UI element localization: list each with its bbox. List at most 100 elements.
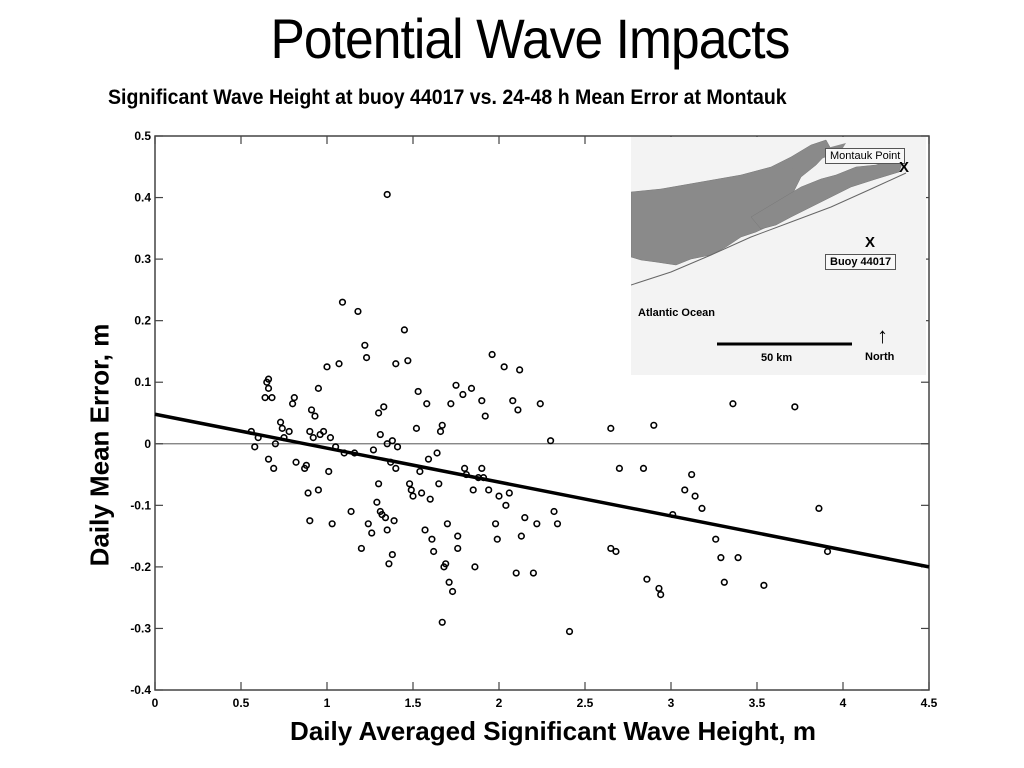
data-point bbox=[729, 400, 737, 408]
data-point bbox=[512, 569, 520, 577]
montauk-marker-icon: X bbox=[899, 159, 910, 176]
data-point bbox=[270, 464, 278, 473]
data-point bbox=[565, 627, 574, 636]
x-axis-label: Daily Averaged Significant Wave Height, … bbox=[290, 716, 816, 746]
data-point bbox=[418, 489, 426, 497]
x-tick-label: 2 bbox=[496, 696, 503, 710]
data-point bbox=[461, 464, 469, 473]
data-point bbox=[335, 360, 343, 368]
x-tick-label: 0.5 bbox=[233, 696, 250, 710]
data-point bbox=[375, 409, 383, 417]
data-point bbox=[261, 394, 269, 402]
x-tick-label: 2.5 bbox=[577, 696, 594, 710]
x-tick-label: 3.5 bbox=[749, 696, 766, 710]
data-point bbox=[319, 427, 328, 436]
data-point bbox=[369, 446, 378, 454]
data-point bbox=[481, 412, 489, 420]
y-tick-label: 0.1 bbox=[134, 375, 151, 389]
inset-map: Montauk Point X X Buoy 44017 Atlantic Oc… bbox=[631, 137, 926, 375]
data-point bbox=[438, 618, 446, 626]
data-point bbox=[392, 464, 400, 473]
data-point bbox=[264, 455, 273, 463]
data-point bbox=[712, 535, 720, 543]
data-point bbox=[445, 578, 453, 586]
data-point bbox=[493, 535, 501, 543]
data-point bbox=[657, 590, 665, 599]
data-point bbox=[383, 526, 391, 534]
data-point bbox=[361, 341, 369, 349]
data-point bbox=[823, 547, 832, 556]
coastline bbox=[631, 172, 907, 286]
y-tick-label: 0.3 bbox=[134, 252, 151, 266]
data-point bbox=[338, 298, 347, 306]
x-tick-label: 4.5 bbox=[921, 696, 938, 710]
chart-subtitle: Significant Wave Height at buoy 44017 vs… bbox=[108, 86, 787, 109]
data-point bbox=[354, 307, 362, 316]
data-point bbox=[383, 440, 391, 448]
y-tick-label: -0.2 bbox=[130, 560, 151, 574]
scale-label: 50 km bbox=[761, 352, 793, 364]
data-point bbox=[364, 520, 372, 528]
data-point bbox=[416, 467, 424, 476]
data-point bbox=[309, 434, 317, 442]
data-point bbox=[529, 569, 538, 577]
data-point bbox=[454, 544, 462, 553]
data-point bbox=[760, 581, 768, 589]
data-point bbox=[390, 517, 398, 525]
data-point bbox=[407, 486, 415, 494]
plot-frame bbox=[154, 135, 930, 691]
data-point bbox=[607, 544, 615, 553]
data-point bbox=[347, 507, 355, 516]
data-point bbox=[424, 455, 433, 463]
x-tick-label: 0 bbox=[152, 696, 159, 710]
axes: 0 0.5 1 1.5 2 2.5 3 3.5 4 4.5 0.5 0.4 0.3 0.2 0.1 0 -0.1… bbox=[130, 129, 937, 710]
data-point bbox=[553, 520, 562, 528]
data-point bbox=[409, 492, 417, 500]
data-point bbox=[533, 520, 541, 528]
data-point bbox=[357, 544, 366, 553]
y-tick-label: -0.4 bbox=[130, 683, 151, 697]
data-point bbox=[448, 587, 457, 596]
data-point bbox=[502, 501, 510, 509]
data-point bbox=[276, 418, 285, 426]
data-point bbox=[292, 458, 300, 466]
buoy-label: Buoy 44017 bbox=[825, 254, 897, 270]
data-point bbox=[443, 520, 452, 528]
data-point bbox=[404, 357, 412, 365]
y-axis-label: Daily Mean Error, m bbox=[84, 323, 115, 567]
data-point bbox=[452, 381, 460, 389]
data-point bbox=[436, 427, 445, 436]
x-tick-label: 3 bbox=[668, 696, 675, 710]
data-point bbox=[691, 492, 699, 500]
data-point bbox=[467, 384, 476, 392]
y-tick-label: 0 bbox=[144, 437, 151, 451]
data-point bbox=[720, 578, 728, 586]
data-point bbox=[471, 563, 479, 571]
data-point bbox=[438, 421, 446, 429]
data-point bbox=[478, 464, 486, 473]
data-point bbox=[485, 486, 493, 494]
data-point bbox=[306, 517, 314, 525]
data-point bbox=[325, 467, 333, 476]
data-point bbox=[442, 560, 450, 568]
data-point bbox=[373, 498, 381, 506]
y-tick-label: -0.3 bbox=[130, 621, 151, 635]
data-point bbox=[655, 584, 663, 593]
data-point bbox=[550, 507, 558, 516]
data-point bbox=[289, 400, 297, 408]
data-point bbox=[414, 387, 422, 396]
data-point bbox=[426, 495, 434, 503]
trend-line-group bbox=[154, 412, 930, 569]
x-tick-label: 1.5 bbox=[405, 696, 422, 710]
data-point bbox=[392, 360, 400, 368]
data-point bbox=[430, 547, 438, 556]
data-point bbox=[500, 363, 508, 371]
data-point bbox=[791, 403, 799, 411]
page-title: Potential Wave Impacts bbox=[270, 7, 790, 70]
data-point bbox=[509, 397, 517, 405]
data-point bbox=[304, 489, 312, 497]
data-point bbox=[376, 430, 384, 439]
data-point bbox=[264, 375, 273, 383]
data-point bbox=[421, 526, 429, 534]
